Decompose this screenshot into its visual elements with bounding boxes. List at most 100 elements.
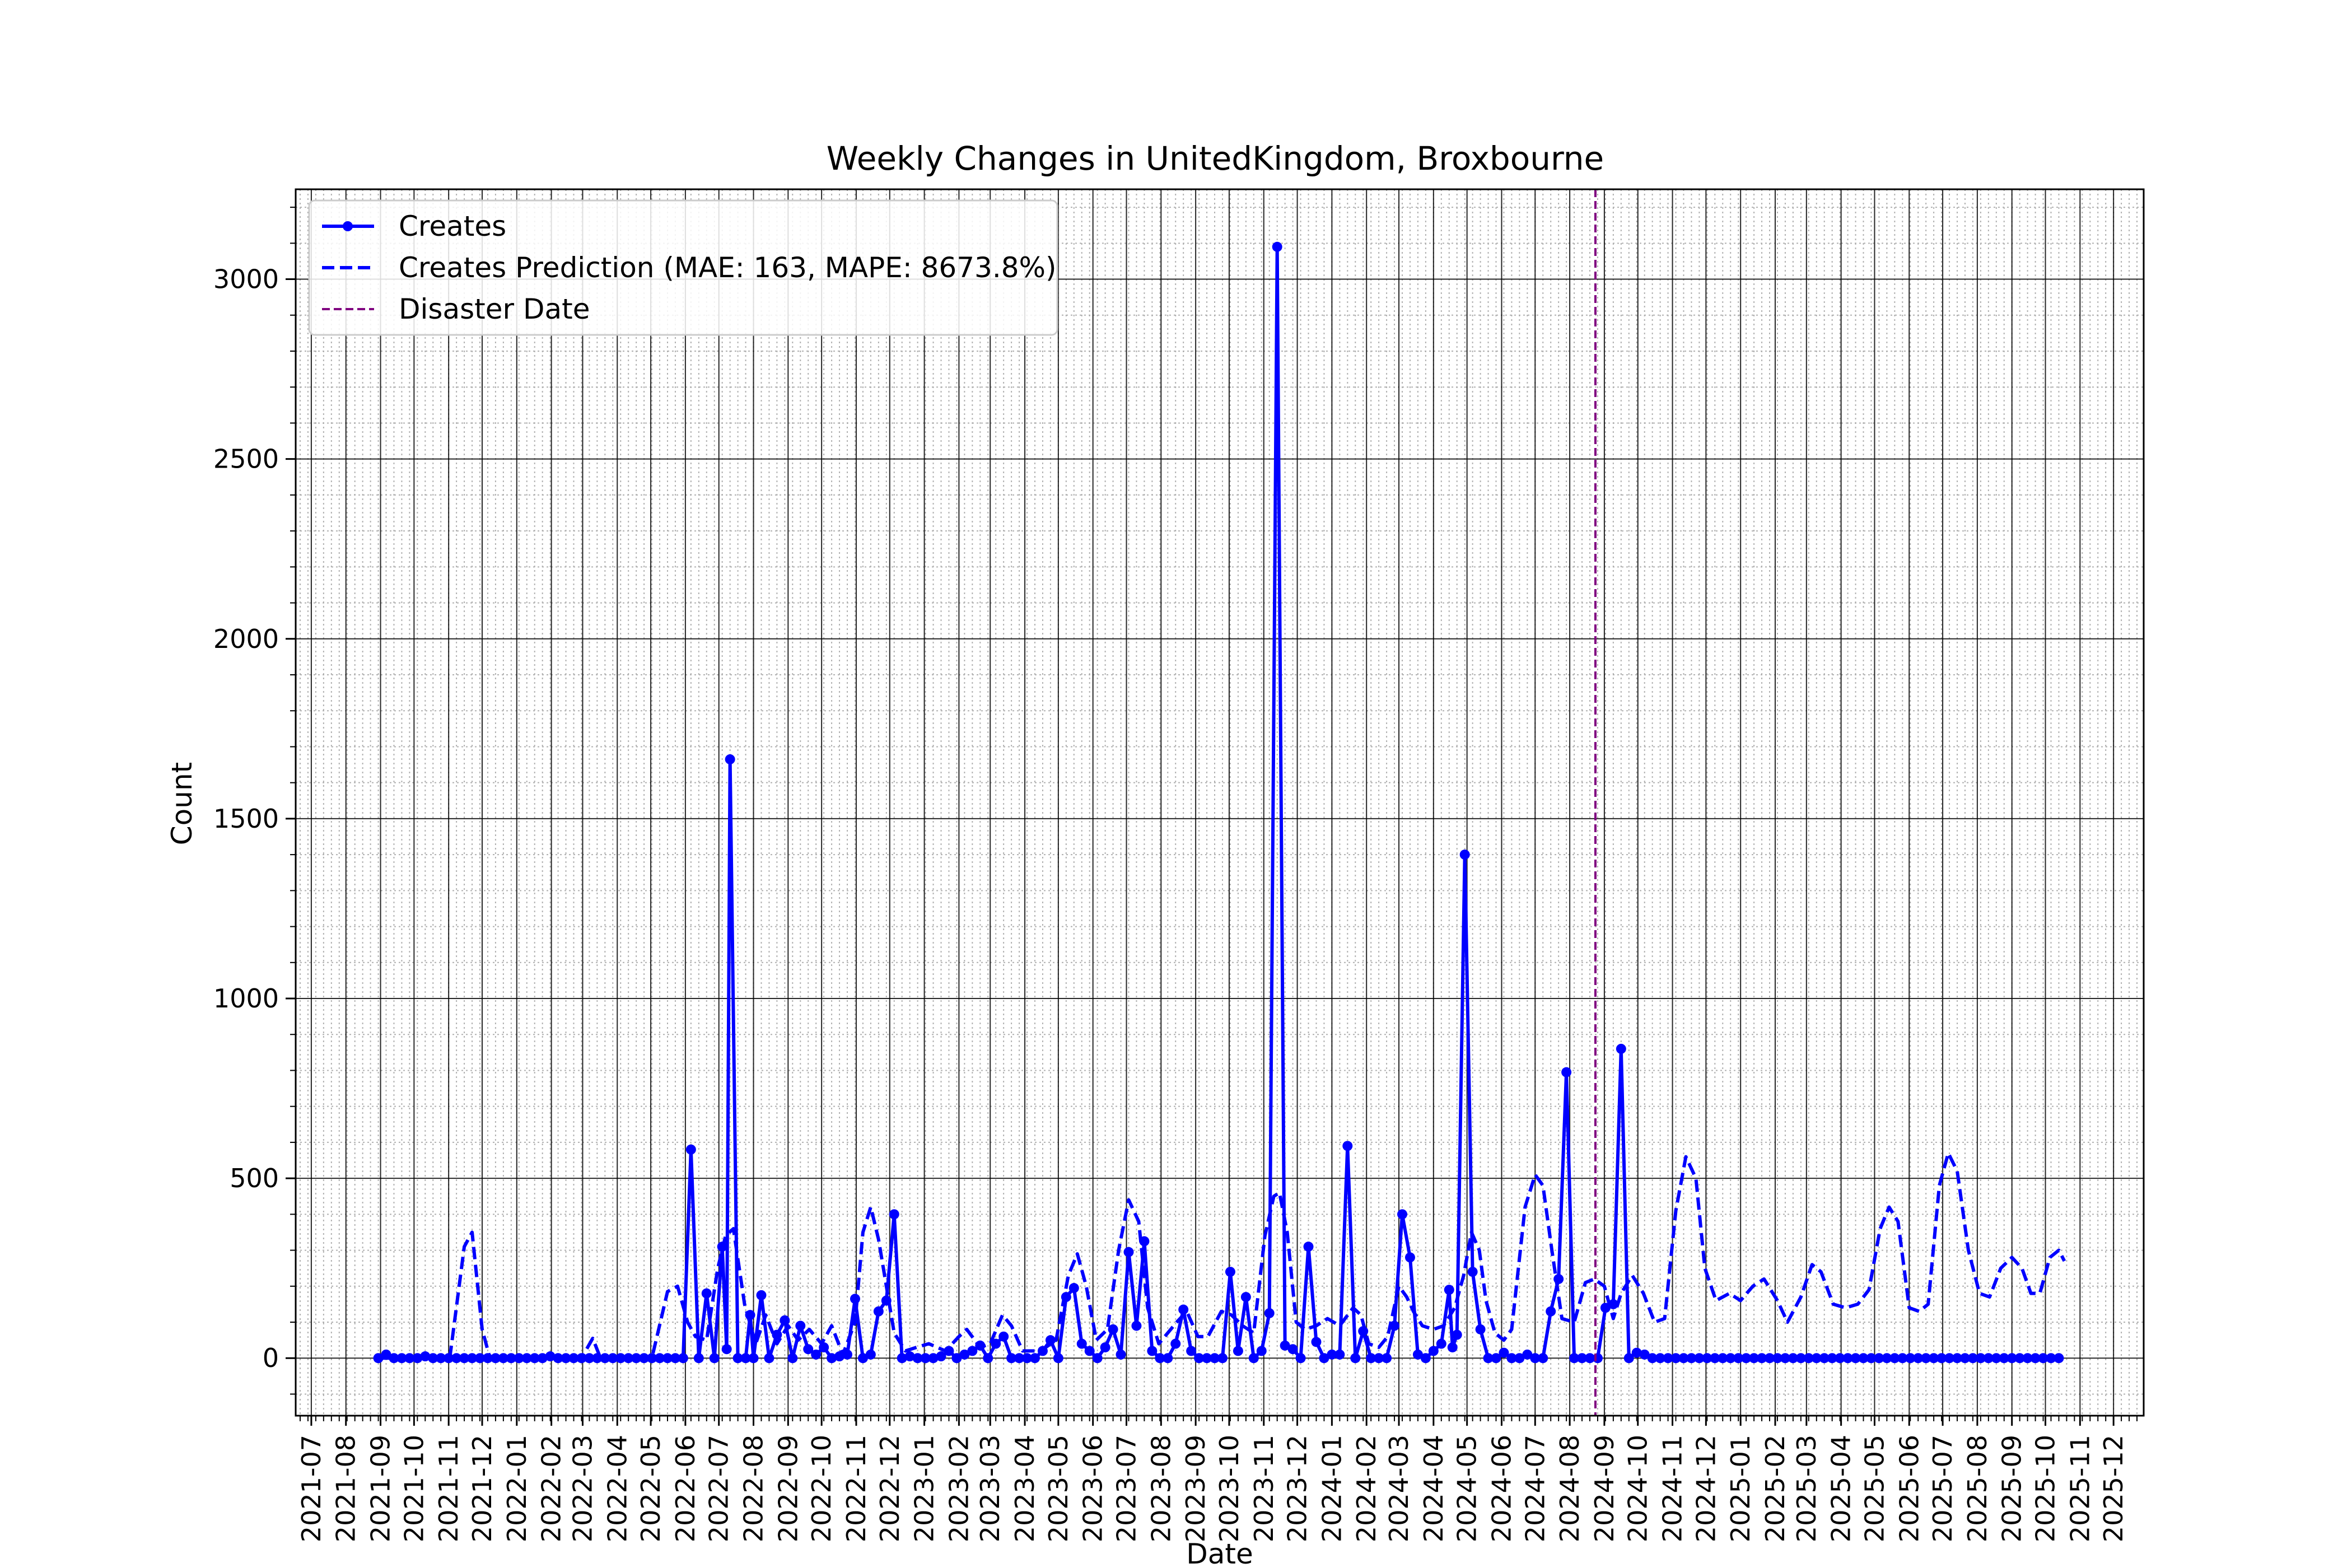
creates-point bbox=[1452, 1329, 1462, 1340]
creates-point bbox=[1991, 1353, 2001, 1364]
creates-point bbox=[1710, 1353, 1720, 1364]
creates-point bbox=[1936, 1353, 1947, 1364]
creates-point bbox=[983, 1353, 993, 1364]
creates-point bbox=[1569, 1353, 1580, 1364]
creates-point bbox=[1506, 1353, 1517, 1364]
creates-point bbox=[1327, 1349, 1337, 1360]
creates-point bbox=[701, 1288, 712, 1299]
x-tick-label: 2022-12 bbox=[875, 1435, 905, 1542]
creates-point bbox=[1194, 1353, 1205, 1364]
creates-point bbox=[1467, 1267, 1478, 1277]
x-tick-label: 2023-09 bbox=[1180, 1435, 1211, 1542]
y-tick-label: 3000 bbox=[213, 264, 279, 295]
creates-point bbox=[1827, 1353, 1837, 1364]
creates-point bbox=[1295, 1353, 1306, 1364]
creates-point bbox=[2014, 1353, 2025, 1364]
creates-point bbox=[1155, 1353, 1165, 1364]
creates-point bbox=[889, 1209, 899, 1220]
creates-point bbox=[1725, 1353, 1736, 1364]
creates-point bbox=[1131, 1320, 1142, 1331]
creates-point bbox=[1741, 1353, 1752, 1364]
creates-point bbox=[827, 1353, 837, 1364]
creates-point bbox=[1858, 1353, 1869, 1364]
creates-point bbox=[1967, 1353, 1978, 1364]
y-tick-label: 2500 bbox=[213, 444, 279, 474]
creates-point bbox=[553, 1353, 563, 1364]
creates-point bbox=[1733, 1353, 1744, 1364]
x-tick-label: 2024-05 bbox=[1452, 1435, 1482, 1542]
x-tick-label: 2023-01 bbox=[909, 1435, 940, 1542]
creates-point bbox=[1975, 1353, 1986, 1364]
creates-point bbox=[1428, 1346, 1439, 1356]
x-tick-label: 2024-01 bbox=[1317, 1435, 1347, 1542]
creates-point bbox=[1694, 1353, 1705, 1364]
creates-point bbox=[514, 1353, 524, 1364]
creates-point bbox=[811, 1349, 822, 1360]
creates-point bbox=[1350, 1353, 1361, 1364]
creates-point bbox=[2038, 1353, 2048, 1364]
legend-prediction-label: Creates Prediction (MAE: 163, MAPE: 8673… bbox=[399, 251, 1057, 284]
creates-point bbox=[1092, 1353, 1103, 1364]
creates-point bbox=[1444, 1285, 1454, 1295]
creates-point bbox=[721, 1344, 732, 1355]
legend-creates-marker bbox=[343, 221, 353, 231]
creates-point bbox=[959, 1349, 970, 1360]
creates-point bbox=[873, 1306, 884, 1317]
x-tick-label: 2024-03 bbox=[1384, 1435, 1414, 1542]
x-tick-label: 2025-10 bbox=[2031, 1435, 2061, 1542]
x-tick-label: 2025-05 bbox=[1859, 1435, 1889, 1542]
creates-point bbox=[498, 1353, 508, 1364]
creates-point bbox=[1874, 1353, 1884, 1364]
creates-point bbox=[1647, 1353, 1658, 1364]
creates-point bbox=[1553, 1273, 1564, 1284]
creates-point bbox=[1780, 1353, 1790, 1364]
creates-point bbox=[1334, 1349, 1345, 1360]
creates-point bbox=[881, 1295, 892, 1306]
creates-point bbox=[647, 1353, 657, 1364]
x-tick-label: 2022-05 bbox=[636, 1435, 666, 1542]
y-tick-label: 2000 bbox=[213, 624, 279, 654]
x-tick-labels: 2021-07 2021-08 2021-09 2021-10 2021-11 2021-… bbox=[296, 1435, 2129, 1542]
creates-point bbox=[1983, 1353, 1994, 1364]
creates-point bbox=[1592, 1353, 1603, 1364]
creates-point bbox=[444, 1353, 454, 1364]
creates-point bbox=[639, 1353, 650, 1364]
creates-point bbox=[1272, 241, 1282, 252]
creates-point bbox=[1248, 1353, 1259, 1364]
creates-point bbox=[1030, 1353, 1040, 1364]
x-tick-label: 2022-07 bbox=[704, 1435, 734, 1542]
x-tick-label: 2021-11 bbox=[433, 1435, 464, 1542]
x-tick-label: 2025-06 bbox=[1894, 1435, 1924, 1542]
creates-point bbox=[1280, 1340, 1290, 1351]
creates-point bbox=[1061, 1292, 1071, 1303]
creates-point bbox=[1905, 1353, 1916, 1364]
creates-point bbox=[1264, 1308, 1275, 1318]
creates-point bbox=[795, 1320, 806, 1331]
creates-point bbox=[1631, 1347, 1642, 1358]
x-tick-label: 2023-06 bbox=[1078, 1435, 1108, 1542]
creates-point bbox=[1944, 1353, 1955, 1364]
creates-point bbox=[396, 1353, 407, 1364]
creates-point bbox=[459, 1353, 470, 1364]
creates-point bbox=[1045, 1335, 1056, 1346]
x-tick-label: 2023-07 bbox=[1112, 1435, 1142, 1542]
creates-point bbox=[592, 1353, 603, 1364]
creates-point bbox=[1522, 1349, 1533, 1360]
minor-grid bbox=[296, 189, 2144, 1416]
creates-point bbox=[1389, 1320, 1400, 1331]
creates-point bbox=[842, 1349, 853, 1360]
creates-point bbox=[490, 1353, 501, 1364]
creates-point bbox=[1420, 1353, 1431, 1364]
creates-point bbox=[404, 1353, 415, 1364]
creates-point bbox=[600, 1353, 610, 1364]
x-tick-label: 2025-04 bbox=[1826, 1435, 1856, 1542]
creates-point bbox=[1600, 1303, 1611, 1313]
creates-point bbox=[2054, 1353, 2064, 1364]
creates-point bbox=[1584, 1353, 1595, 1364]
x-tick-label: 2022-11 bbox=[841, 1435, 871, 1542]
creates-point bbox=[412, 1353, 423, 1364]
creates-point bbox=[1686, 1353, 1697, 1364]
creates-point bbox=[967, 1346, 978, 1356]
creates-point bbox=[1163, 1353, 1173, 1364]
creates-point bbox=[506, 1353, 516, 1364]
